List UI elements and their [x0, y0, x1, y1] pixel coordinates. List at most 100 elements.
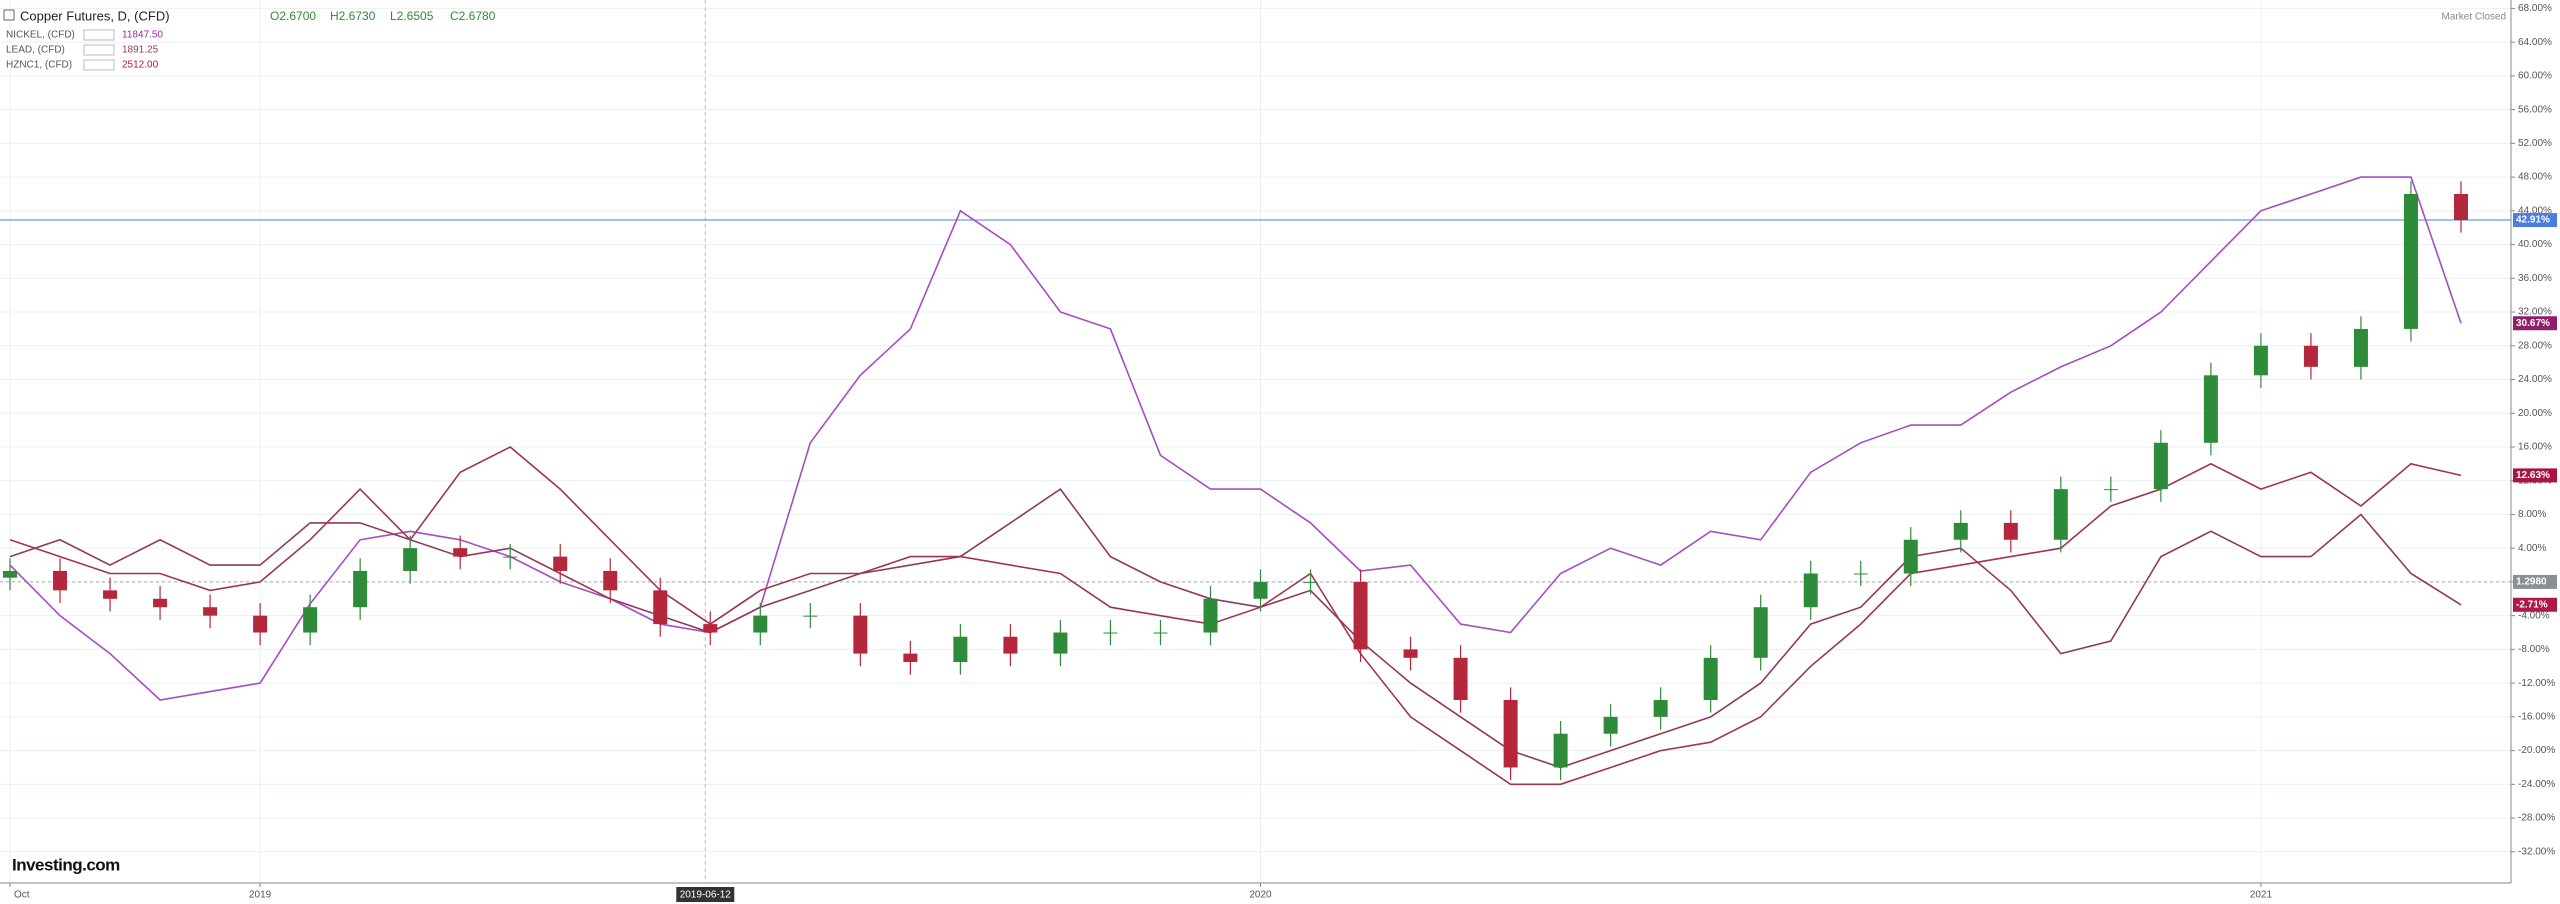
- y-tick-label: 36.00%: [2518, 273, 2552, 284]
- candle-body: [553, 556, 568, 571]
- candle-body: [1303, 581, 1318, 583]
- candle-body: [2103, 489, 2118, 491]
- price-tag: 1.2980: [2516, 577, 2547, 588]
- candle-body: [353, 570, 368, 608]
- series-line: [9, 176, 2462, 701]
- y-tick-label: 20.00%: [2518, 408, 2552, 419]
- candle-body: [253, 615, 268, 633]
- x-tick-label: 2020: [1249, 890, 1272, 901]
- y-tick-label: 48.00%: [2518, 172, 2552, 183]
- candle-body: [703, 624, 718, 633]
- axes: [0, 0, 2515, 887]
- candle-body: [1553, 733, 1568, 768]
- candle-body: [2453, 193, 2468, 221]
- y-tick-label: -4.00%: [2518, 610, 2550, 621]
- candle-body: [803, 615, 818, 617]
- y-tick-label: 44.00%: [2518, 205, 2552, 216]
- candle-body: [103, 590, 118, 599]
- candle-body: [1503, 699, 1518, 768]
- candle-body: [1103, 632, 1118, 634]
- y-tick-label: 8.00%: [2518, 509, 2546, 520]
- candle-body: [2303, 345, 2318, 367]
- candle-body: [203, 607, 218, 616]
- price-tag-box: [2513, 468, 2557, 483]
- y-tick-label: 4.00%: [2518, 543, 2546, 554]
- candle-body: [753, 615, 768, 633]
- series-lines: [9, 176, 2462, 786]
- price-tag-box: [2513, 316, 2557, 331]
- legend-last: 11847.50: [122, 30, 163, 41]
- candle-body: [1803, 573, 1818, 608]
- candle-body: [1003, 636, 1018, 654]
- x-tick-label: 2021: [2250, 890, 2273, 901]
- ohlc-low: L2.6505: [390, 9, 434, 23]
- candle-body: [2403, 193, 2418, 329]
- candle-body: [2003, 522, 2018, 540]
- candle-body: [503, 556, 518, 558]
- candle-body: [453, 548, 468, 557]
- candle-body: [1453, 657, 1468, 700]
- candle-body: [1953, 522, 1968, 540]
- x-tick-label: Oct: [14, 890, 30, 901]
- y-tick-label: 16.00%: [2518, 442, 2552, 453]
- candle-body: [2153, 442, 2168, 490]
- y-tick-label: -12.00%: [2518, 678, 2555, 689]
- chart-title: Copper Futures, D, (CFD): [20, 8, 170, 23]
- legend-button[interactable]: [83, 44, 115, 56]
- y-tick-label: -28.00%: [2518, 813, 2555, 824]
- menu-icon[interactable]: [3, 9, 15, 21]
- candle-body: [853, 615, 868, 654]
- candle-body: [1853, 573, 1868, 575]
- market-status: Market Closed: [2442, 12, 2506, 23]
- candle-body: [2053, 489, 2068, 540]
- price-tag: 30.67%: [2516, 318, 2550, 329]
- y-tick-label: 52.00%: [2518, 138, 2552, 149]
- crosshair-label-box: [676, 887, 735, 902]
- candle-body: [2353, 328, 2368, 367]
- labels: -32.00% -28.00% -24.00% -20.00% -16.00% -12.0…: [14, 3, 2557, 902]
- candles: [3, 181, 2468, 781]
- series-line: [9, 488, 2462, 769]
- y-tick-label: 28.00%: [2518, 340, 2552, 351]
- candle-body: [1603, 716, 1618, 734]
- price-tag-box: [2513, 597, 2557, 612]
- y-tick-label: -24.00%: [2518, 779, 2555, 790]
- candle-body: [953, 636, 968, 663]
- legend-button[interactable]: [83, 29, 115, 41]
- x-tick-label: 2019: [249, 890, 272, 901]
- candle-body: [1053, 632, 1068, 654]
- candle-body: [2203, 375, 2218, 443]
- header: Copper Futures, D, (CFD) O2.6700 H2.6730…: [3, 8, 2506, 874]
- candle-body: [1203, 598, 1218, 633]
- candle-body: [1403, 649, 1418, 658]
- brand-logo: Investing.com: [12, 855, 120, 874]
- y-tick-label: 40.00%: [2518, 239, 2552, 250]
- ohlc-open: O2.6700: [270, 9, 316, 23]
- crosshair-label: 2019-06-12: [680, 890, 732, 901]
- legend-name: NICKEL, (CFD): [6, 30, 75, 41]
- y-tick-label: 64.00%: [2518, 37, 2552, 48]
- y-tick-label: 56.00%: [2518, 104, 2552, 115]
- candle-body: [1353, 581, 1368, 650]
- y-tick-label: -16.00%: [2518, 711, 2555, 722]
- y-tick-label: 68.00%: [2518, 3, 2552, 14]
- price-tag: 42.91%: [2516, 215, 2550, 226]
- legend-button[interactable]: [83, 59, 115, 71]
- grid: [0, 0, 2511, 883]
- candle-body: [303, 607, 318, 633]
- candle-body: [53, 570, 68, 591]
- y-tick-label: -20.00%: [2518, 745, 2555, 756]
- legend-last: 1891.25: [122, 45, 159, 56]
- y-tick-label: 24.00%: [2518, 374, 2552, 385]
- candle-body: [2253, 345, 2268, 376]
- price-tag-box: [2513, 574, 2557, 589]
- candle-body: [653, 590, 668, 625]
- ohlc-close: C2.6780: [450, 9, 496, 23]
- y-tick-label: 60.00%: [2518, 71, 2552, 82]
- candle-body: [1753, 607, 1768, 658]
- legend-name: HZNC1, (CFD): [6, 60, 72, 71]
- y-tick-label: -32.00%: [2518, 846, 2555, 857]
- candle-body: [153, 598, 168, 608]
